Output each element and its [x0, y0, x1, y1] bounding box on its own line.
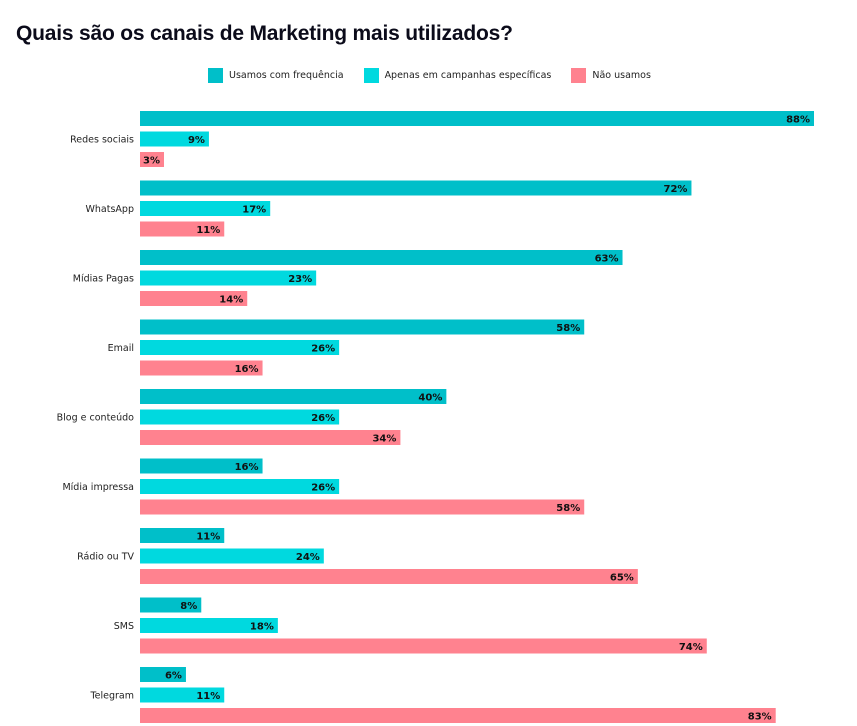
- value-label: 16%: [235, 364, 259, 375]
- value-label: 63%: [595, 254, 619, 265]
- bar-group-midias-pagas: Mídias Pagas 63% 23% 14%: [73, 250, 623, 306]
- bar-apenas-em-campanhas-especificas: [140, 131, 209, 147]
- category-label: SMS: [114, 621, 134, 632]
- bar-nao-usamos: [140, 360, 263, 376]
- bar-apenas-em-campanhas-especificas: [140, 201, 271, 216]
- legend-item-frequent: Usamos com frequência: [208, 68, 344, 83]
- value-label: 72%: [664, 184, 688, 195]
- bar-apenas-em-campanhas-especificas: [140, 687, 225, 703]
- legend-label-frequent: Usamos com frequência: [229, 70, 344, 81]
- bar-apenas-em-campanhas-especificas: [140, 409, 340, 425]
- bar-nao-usamos: [140, 499, 585, 515]
- bar-group-redes-sociais: Redes sociais 88% 9% 3%: [70, 111, 814, 167]
- bar-usamos-com-frequencia: [140, 319, 585, 335]
- chart-title: Quais são os canais de Marketing mais ut…: [16, 22, 513, 45]
- legend-label-not-used: Não usamos: [592, 70, 651, 81]
- value-label: 34%: [372, 434, 396, 445]
- value-label: 40%: [418, 393, 442, 404]
- bar-apenas-em-campanhas-especificas: [140, 479, 340, 494]
- bar-usamos-com-frequencia: [140, 528, 225, 543]
- value-label: 16%: [235, 462, 259, 473]
- bar-group-whatsapp: WhatsApp 72% 17% 11%: [86, 180, 692, 237]
- category-label: Telegram: [89, 691, 134, 702]
- value-label: 14%: [219, 295, 243, 306]
- bar-group-email: Email 58% 26% 16%: [108, 319, 585, 376]
- category-label: Redes sociais: [70, 135, 134, 146]
- chart-legend: Usamos com frequência Apenas em campanha…: [208, 68, 671, 83]
- category-label: WhatsApp: [86, 204, 134, 215]
- value-label: 9%: [188, 135, 205, 146]
- bar-nao-usamos: [140, 152, 164, 167]
- value-label: 58%: [556, 503, 580, 514]
- bar-usamos-com-frequencia: [140, 111, 814, 126]
- bar-usamos-com-frequencia: [140, 180, 692, 196]
- bar-apenas-em-campanhas-especificas: [140, 270, 317, 286]
- bar-apenas-em-campanhas-especificas: [140, 548, 324, 564]
- value-label: 58%: [556, 323, 580, 334]
- value-label: 17%: [242, 205, 266, 216]
- bar-usamos-com-frequencia: [140, 597, 202, 613]
- value-label: 6%: [165, 671, 182, 682]
- value-label: 18%: [250, 622, 274, 633]
- value-label: 11%: [196, 691, 220, 702]
- bar-group-midia-impressa: Mídia impressa 16% 26% 58%: [62, 458, 585, 515]
- value-label: 11%: [196, 225, 220, 236]
- category-label: Email: [108, 343, 134, 354]
- bar-group-radio-ou-tv: Rádio ou TV 11% 24% 65%: [77, 528, 638, 584]
- value-label: 24%: [296, 552, 320, 563]
- bar-usamos-com-frequencia: [140, 667, 186, 682]
- bar-group-telegram: Telegram 6% 11% 83%: [89, 667, 776, 723]
- bar-nao-usamos: [140, 430, 401, 445]
- bar-nao-usamos: [140, 569, 638, 584]
- value-label: 83%: [748, 712, 772, 723]
- value-label: 3%: [143, 156, 160, 167]
- legend-label-campaigns: Apenas em campanhas específicas: [384, 70, 552, 81]
- bar-nao-usamos: [140, 221, 225, 237]
- category-label: Mídias Pagas: [73, 274, 134, 285]
- value-label: 74%: [679, 642, 703, 653]
- value-label: 11%: [196, 532, 220, 543]
- value-label: 88%: [786, 115, 810, 126]
- bar-nao-usamos: [140, 291, 248, 306]
- legend-item-campaigns: Apenas em campanhas específicas: [363, 68, 552, 83]
- bar-apenas-em-campanhas-especificas: [140, 340, 340, 355]
- bar-usamos-com-frequencia: [140, 250, 623, 265]
- category-label: Rádio ou TV: [77, 552, 134, 563]
- bar-apenas-em-campanhas-especificas: [140, 618, 278, 633]
- bar-nao-usamos: [140, 708, 776, 723]
- legend-swatch-frequent: [208, 68, 223, 83]
- legend-swatch-campaigns: [363, 68, 379, 83]
- bar-usamos-com-frequencia: [140, 389, 447, 404]
- value-label: 26%: [311, 483, 335, 494]
- value-label: 26%: [311, 413, 335, 424]
- bar-nao-usamos: [140, 638, 707, 654]
- category-label: Blog e conteúdo: [57, 413, 135, 424]
- value-label: 8%: [180, 601, 197, 612]
- legend-item-not-used: Não usamos: [571, 68, 651, 83]
- value-label: 23%: [288, 274, 312, 285]
- bar-usamos-com-frequencia: [140, 458, 263, 474]
- bar-group-sms: SMS 8% 18% 74%: [114, 597, 707, 654]
- legend-swatch-not-used: [571, 68, 587, 83]
- value-label: 26%: [311, 344, 335, 355]
- category-label: Mídia impressa: [62, 482, 134, 493]
- bar-group-blog-e-conteudo: Blog e conteúdo 40% 26% 34%: [57, 389, 447, 445]
- value-label: 65%: [610, 573, 634, 584]
